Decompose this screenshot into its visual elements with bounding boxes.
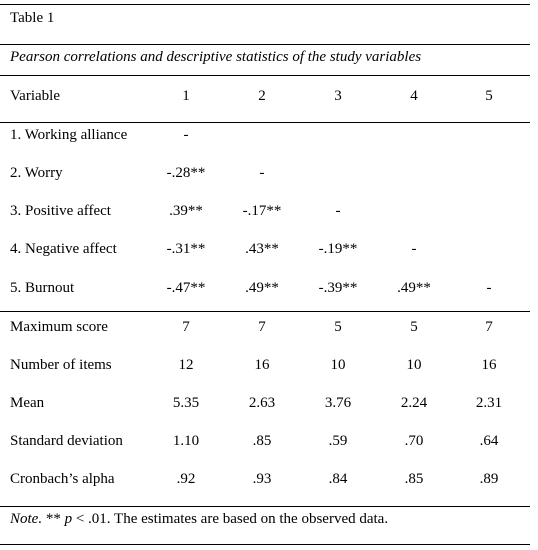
table-cell: 5.35: [172, 395, 200, 411]
table-caption: Pearson correlations and descriptive sta…: [10, 49, 422, 65]
table-cell: 3.76: [324, 395, 352, 411]
table-cell: -.28**: [166, 165, 206, 181]
row-label: 2. Worry: [10, 165, 63, 181]
row-label: Standard deviation: [10, 433, 123, 449]
header-top-rule: [0, 75, 530, 76]
table-cell: 10: [406, 357, 422, 373]
table-cell: 5: [334, 319, 342, 335]
table-cell: -: [259, 165, 265, 181]
table-cell: 16: [254, 357, 270, 373]
row-label: Mean: [10, 395, 45, 411]
table-cell: -.17**: [242, 203, 282, 219]
header-bottom-rule: [0, 122, 530, 123]
table-cell: .84: [328, 471, 348, 487]
header-col-5: 5: [485, 88, 493, 104]
table-cell: .93: [252, 471, 272, 487]
row-label: Number of items: [10, 357, 112, 373]
table-cell: .85: [404, 471, 424, 487]
caption-rule: [0, 44, 530, 45]
bottom-rule: [0, 544, 530, 545]
table-cell: -: [486, 280, 492, 296]
table-row: Mean 5.35 2.63 3.76 2.24 2.31: [0, 394, 530, 432]
table-cell: 16: [481, 357, 497, 373]
table-cell: .64: [479, 433, 499, 449]
table-cell: 1.10: [172, 433, 200, 449]
note-rule: [0, 506, 530, 507]
table-cell: 10: [330, 357, 346, 373]
table-cell: -.31**: [166, 241, 206, 257]
table-cell: 7: [258, 319, 266, 335]
header-col-4: 4: [410, 88, 418, 104]
table-row: 2. Worry -.28** -: [0, 164, 530, 202]
note-p: p: [64, 511, 73, 527]
table-cell: .43**: [245, 241, 279, 257]
table-cell: -.19**: [318, 241, 358, 257]
table-cell: .49**: [245, 280, 279, 296]
table-cell: .59: [328, 433, 348, 449]
table-cell: .85: [252, 433, 272, 449]
row-label: 1. Working alliance: [10, 127, 128, 143]
table-row: 5. Burnout -.47** .49** -.39** .49** -: [0, 279, 530, 317]
table-row: 3. Positive affect .39** -.17** -: [0, 202, 530, 240]
table-row: Cronbach’s alpha .92 .93 .84 .85 .89: [0, 470, 530, 508]
row-label: 4. Negative affect: [10, 241, 117, 257]
note-label: Note.: [10, 511, 43, 527]
note-text: < .01. The estimates are based on the ob…: [72, 511, 389, 527]
top-rule: [0, 4, 530, 5]
table-row: 4. Negative affect -.31** .43** -.19** -: [0, 240, 530, 278]
table-cell: .39**: [169, 203, 203, 219]
table-cell: .89: [479, 471, 499, 487]
table-cell: -.47**: [166, 280, 206, 296]
table-cell: 7: [182, 319, 190, 335]
row-label: 3. Positive affect: [10, 203, 111, 219]
header-col-2: 2: [258, 88, 266, 104]
table-cell: -: [335, 203, 341, 219]
table-cell: -: [411, 241, 417, 257]
table-cell: -: [183, 127, 189, 143]
table-cell: 2.24: [400, 395, 428, 411]
table-cell: .70: [404, 433, 424, 449]
table-cell: .49**: [397, 280, 431, 296]
table-cell: 5: [410, 319, 418, 335]
table-cell: .92: [176, 471, 196, 487]
header-variable: Variable: [10, 88, 60, 104]
table-note: Note. ** p < .01. The estimates are base…: [10, 510, 388, 528]
table-row: Maximum score 7 7 5 5 7: [0, 318, 530, 356]
table-header-row: Variable 1 2 3 4 5: [0, 87, 530, 125]
header-col-3: 3: [334, 88, 342, 104]
table-row: Standard deviation 1.10 .85 .59 .70 .64: [0, 432, 530, 470]
note-stars: **: [42, 511, 65, 527]
header-col-1: 1: [182, 88, 190, 104]
table-cell: 12: [178, 357, 194, 373]
table-row: Number of items 12 16 10 10 16: [0, 356, 530, 394]
row-label: Cronbach’s alpha: [10, 471, 115, 487]
section-rule: [0, 311, 530, 312]
table-cell: 2.63: [248, 395, 276, 411]
table-cell: -.39**: [318, 280, 358, 296]
table-row: 1. Working alliance -: [0, 126, 530, 164]
table-cell: 7: [485, 319, 493, 335]
row-label: Maximum score: [10, 319, 108, 335]
table-label: Table 1: [10, 10, 55, 26]
table-cell: 2.31: [475, 395, 503, 411]
row-label: 5. Burnout: [10, 280, 75, 296]
